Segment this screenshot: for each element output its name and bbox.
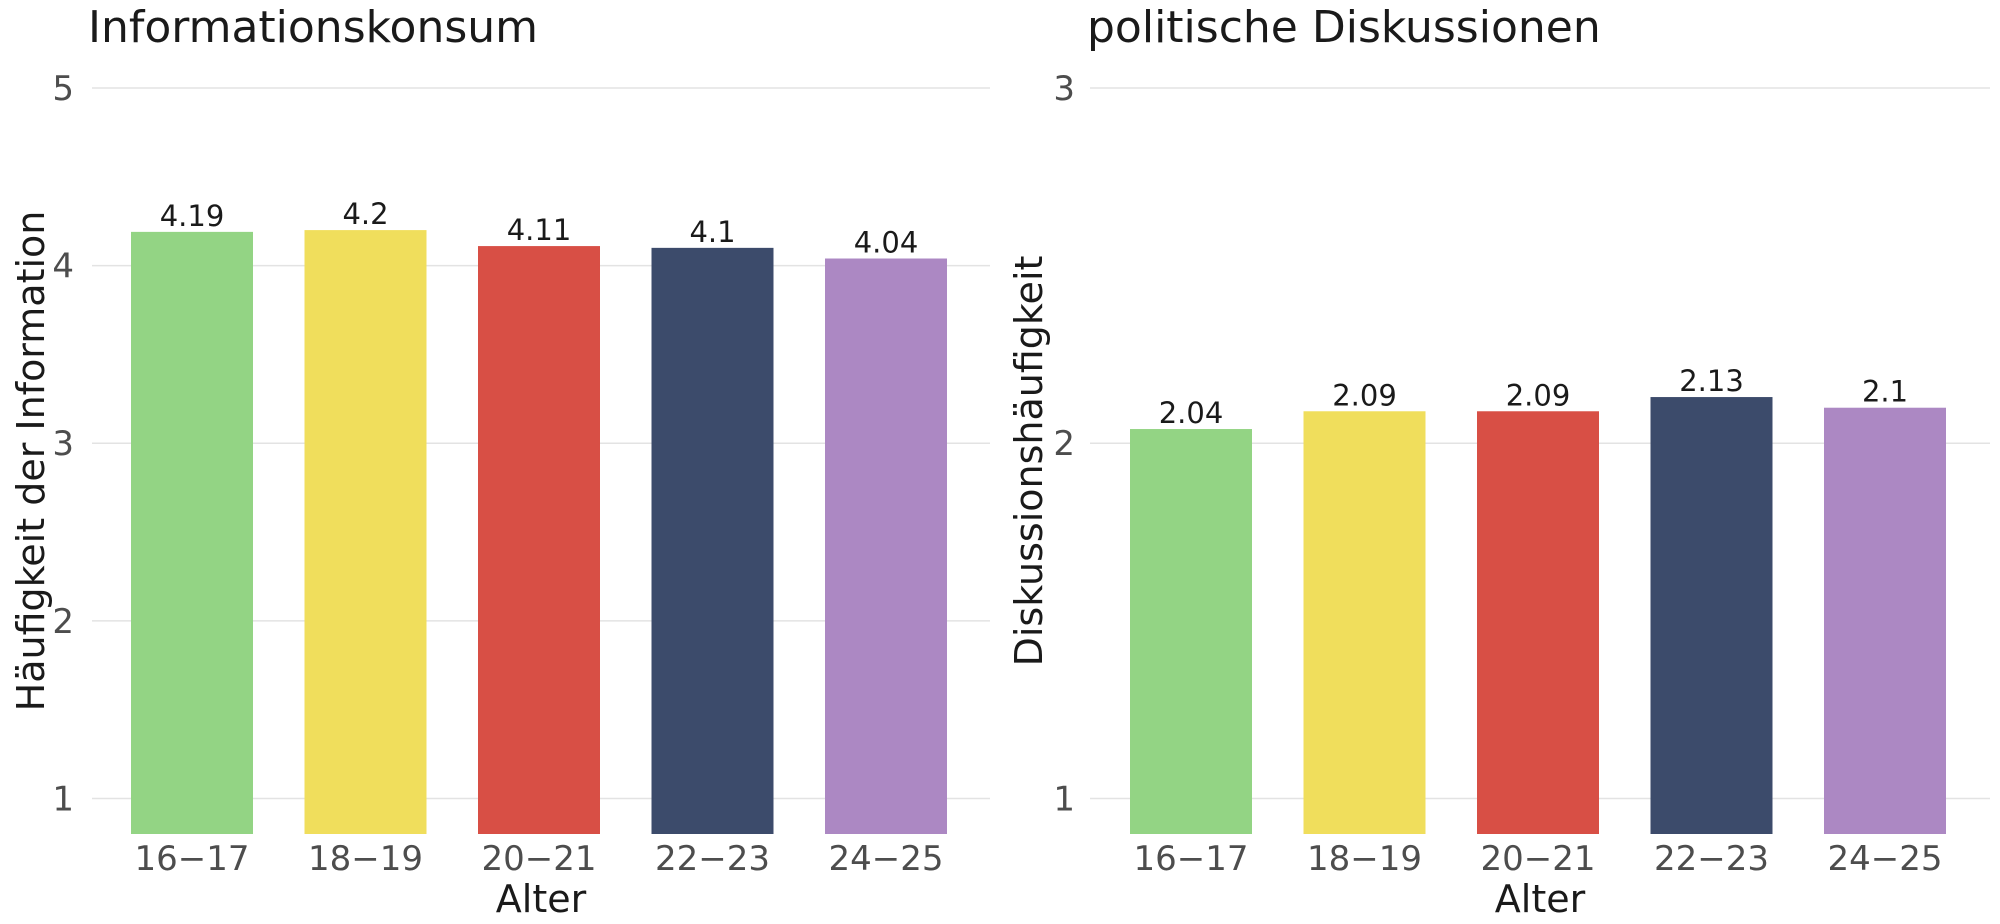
panel-1-data-label-18−19: 4.2: [342, 197, 388, 231]
panel-2-y-tick-label-3: 3: [1053, 69, 1075, 109]
panel-2-data-label-20−21: 2.09: [1506, 378, 1571, 412]
panel-1-title: Informationskonsum: [88, 2, 538, 53]
panel-1-x-axis-label: Alter: [496, 877, 587, 921]
panel-1-y-tick-label-4: 4: [52, 247, 74, 287]
panel-2-data-label-16−17: 2.04: [1159, 396, 1224, 430]
panel-1-data-label-22−23: 4.1: [689, 215, 735, 249]
panel-2-y-tick-label-2: 2: [1053, 424, 1075, 464]
panel-2-x-axis-label: Alter: [1495, 877, 1586, 921]
panel-2-bar-24−25: [1824, 407, 1946, 834]
panel-1-x-tick-label-22−23: 22−23: [655, 839, 770, 879]
panel-2-y-tick-label-1: 1: [1053, 779, 1075, 819]
panel-1-y-tick-label-2: 2: [52, 602, 74, 642]
panel-1-y-tick-label-5: 5: [52, 69, 74, 109]
panel-1-x-tick-label-16−17: 16−17: [134, 839, 249, 879]
panel-2-x-tick-label-24−25: 24−25: [1827, 839, 1942, 879]
panel-2-bar-20−21: [1477, 411, 1599, 834]
panel-1-x-tick-label-24−25: 24−25: [828, 839, 943, 879]
panel-1-y-tick-label-3: 3: [52, 424, 74, 464]
panel-1-data-label-16−17: 4.19: [160, 199, 225, 233]
panel-1-y-tick-label-1: 1: [52, 779, 74, 819]
panel-1-bar-16−17: [131, 231, 253, 834]
panel-1-x-tick-label-20−21: 20−21: [481, 839, 596, 879]
panel-1-y-axis-label: Häufigkeit der Information: [9, 211, 53, 712]
panel-2-bar-22−23: [1650, 397, 1773, 834]
panel-1-bar-24−25: [825, 258, 947, 834]
panel-1-bar-18−19: [304, 230, 427, 835]
panel-1-bar-22−23: [651, 247, 774, 834]
panel-2-title: politische Diskussionen: [1087, 2, 1601, 53]
panel-2-y-axis-label: Diskussionshäufigkeit: [1007, 256, 1051, 667]
panel-2-data-label-18−19: 2.09: [1332, 378, 1397, 412]
panel-2-x-tick-label-16−17: 16−17: [1133, 839, 1248, 879]
panel-2-data-label-24−25: 2.1: [1862, 375, 1908, 409]
panel-1-bar-20−21: [478, 246, 600, 835]
panel-2-bar-18−19: [1303, 411, 1426, 834]
panel-2-data-label-22−23: 2.13: [1679, 364, 1744, 398]
panel-2-x-tick-label-20−21: 20−21: [1480, 839, 1595, 879]
panel-2-x-tick-label-22−23: 22−23: [1654, 839, 1769, 879]
panel-1-x-tick-label-18−19: 18−19: [308, 839, 423, 879]
panel-2-x-tick-label-18−19: 18−19: [1307, 839, 1422, 879]
panel-2-bar-16−17: [1130, 429, 1252, 834]
panel-1-data-label-20−21: 4.11: [507, 213, 572, 247]
panel-1-data-label-24−25: 4.04: [854, 226, 919, 260]
